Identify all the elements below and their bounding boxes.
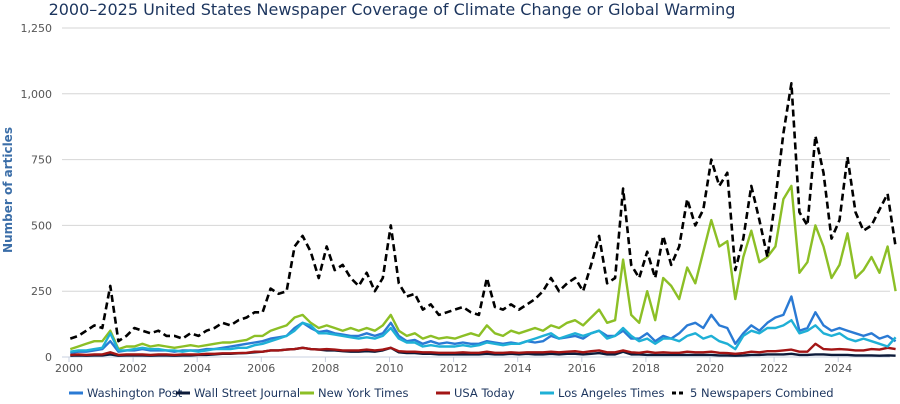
y-axis-ticks: 0 250 500 750 1,000 1,250	[21, 22, 53, 364]
x-tick-label: 2010	[376, 362, 404, 375]
legend-label: USA Today	[454, 386, 515, 400]
series-line-new-york-times	[69, 184, 897, 351]
y-tick-label: 0	[45, 351, 52, 364]
series-line-usa-today	[70, 342, 896, 357]
x-tick-label: 2002	[119, 362, 147, 375]
x-tick-label: 2012	[440, 362, 468, 375]
x-tick-label: 2014	[504, 362, 532, 375]
series-line-los-angeles-times	[70, 319, 897, 353]
x-tick-label: 2024	[824, 362, 852, 375]
x-tick-label: 2004	[183, 362, 211, 375]
x-tick-label: 2020	[696, 362, 724, 375]
legend-item[interactable]: 5 Newspapers Combined	[672, 386, 834, 400]
legend-item[interactable]: Wall Street Journal	[176, 386, 300, 400]
x-tick-label: 2016	[568, 362, 596, 375]
series-line-5-newspapers-combined	[69, 82, 897, 343]
legend-item[interactable]: New York Times	[300, 386, 408, 400]
legend-label: Wall Street Journal	[194, 386, 300, 400]
x-axis-ticks: 2000 2002 2004 2006 2008 2010 2012 2014 2016 2018…	[55, 357, 852, 375]
legend-label: Los Angeles Times	[558, 386, 664, 400]
y-tick-label: 1,000	[21, 88, 53, 101]
x-tick-label: 2000	[55, 362, 83, 375]
x-tick-label: 2006	[247, 362, 275, 375]
x-tick-label: 2022	[760, 362, 788, 375]
y-tick-label: 1,250	[21, 22, 53, 35]
chart-title: 2000–2025 United States Newspaper Covera…	[49, 0, 736, 19]
legend-item[interactable]: USA Today	[436, 386, 515, 400]
legend-label: Washington Post	[87, 386, 183, 400]
x-tick-label: 2018	[632, 362, 660, 375]
legend: Washington Post Wall Street Journal New Yo…	[69, 386, 834, 400]
y-tick-label: 500	[31, 219, 52, 232]
series-lines	[69, 82, 897, 357]
y-axis-label: Number of articles	[1, 127, 15, 253]
x-tick-label: 2008	[311, 362, 339, 375]
gridlines	[62, 27, 890, 358]
legend-label: New York Times	[318, 386, 408, 400]
y-tick-label: 750	[31, 154, 52, 167]
legend-item[interactable]: Los Angeles Times	[540, 386, 664, 400]
legend-item[interactable]: Washington Post	[69, 386, 183, 400]
y-tick-label: 250	[31, 285, 52, 298]
legend-label: 5 Newspapers Combined	[690, 386, 834, 400]
